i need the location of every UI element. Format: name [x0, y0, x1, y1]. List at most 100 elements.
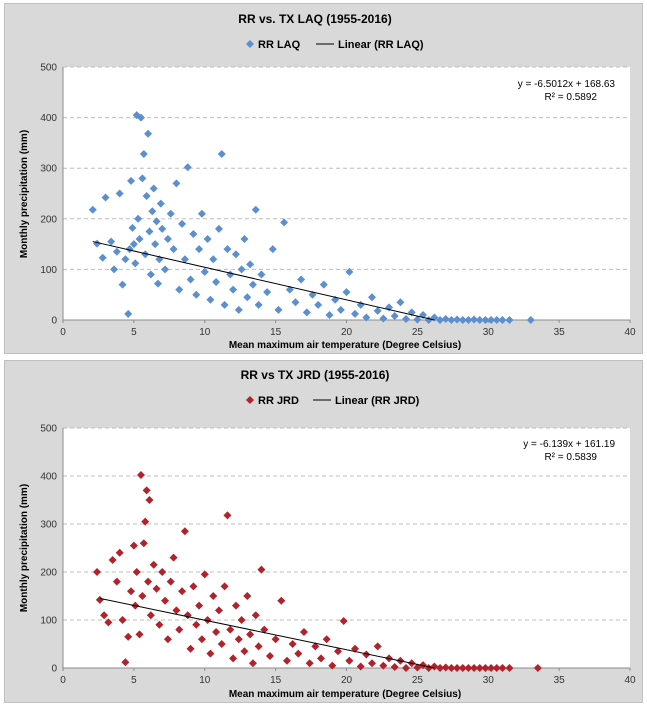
data-point: [234, 305, 243, 314]
r-squared: R² = 0.5892: [544, 92, 597, 103]
data-point: [104, 618, 113, 627]
data-point: [464, 316, 473, 324]
data-point: [209, 255, 218, 264]
legend-label-linear: Linear (RR JRD): [335, 395, 420, 407]
data-point: [158, 224, 167, 233]
data-point: [144, 129, 153, 138]
data-point: [251, 611, 260, 620]
y-tick-label: 300: [40, 164, 57, 175]
data-point: [175, 625, 184, 634]
data-point: [402, 664, 411, 672]
data-point: [127, 587, 136, 596]
data-point: [322, 635, 331, 644]
data-point: [263, 288, 272, 297]
data-point: [274, 305, 283, 314]
data-point: [152, 217, 161, 226]
data-point: [158, 568, 167, 576]
data-point: [206, 295, 215, 304]
data-point: [209, 592, 218, 600]
x-tick-label: 35: [554, 327, 566, 338]
y-axis-label: Monthly precipitation (mm): [19, 130, 30, 258]
data-point: [257, 270, 266, 279]
x-axis: 0 5 10 15 20 25 30 35 40: [60, 668, 636, 686]
data-point: [142, 486, 151, 495]
data-point: [172, 179, 181, 188]
data-point: [458, 664, 467, 672]
data-point: [110, 265, 119, 274]
data-point: [163, 635, 172, 644]
data-point: [470, 315, 479, 324]
data-point: [186, 275, 195, 284]
data-point: [217, 640, 226, 648]
data-point: [526, 316, 535, 324]
data-point: [156, 199, 165, 208]
data-point: [302, 308, 311, 317]
data-point: [180, 255, 189, 264]
x-tick-label: 5: [131, 327, 137, 338]
data-point: [277, 596, 286, 605]
data-point: [345, 267, 354, 276]
data-point: [475, 664, 484, 672]
y-axis-label: Monthly precipitation (mm): [19, 484, 30, 612]
data-point: [305, 659, 314, 668]
data-point: [243, 293, 252, 302]
data-point: [203, 235, 212, 244]
data-point: [161, 265, 170, 274]
data-point: [107, 237, 116, 246]
data-point: [362, 650, 371, 659]
data-point: [223, 245, 232, 254]
data-point: [248, 659, 257, 668]
data-point: [325, 310, 334, 319]
data-point: [138, 174, 147, 183]
chart-svg-laq: RR vs. TX LAQ (1955-2016) RR LAQ Linear …: [19, 12, 636, 351]
data-point: [192, 620, 201, 629]
data-point: [453, 664, 462, 672]
data-point: [246, 260, 255, 269]
legend-marker-rr-laq: [246, 40, 254, 48]
data-point: [148, 207, 157, 216]
data-point: [470, 664, 479, 672]
data-point: [121, 658, 130, 667]
data-point: [220, 300, 229, 309]
data-point: [98, 253, 107, 262]
data-point: [161, 596, 170, 605]
data-point: [166, 209, 175, 218]
data-point: [345, 656, 354, 665]
data-point: [257, 565, 266, 574]
x-tick-label: 20: [341, 675, 353, 686]
y-tick-label: 500: [40, 63, 57, 74]
data-point: [108, 556, 117, 564]
data-point: [118, 616, 127, 624]
data-point: [254, 642, 263, 651]
data-point: [178, 587, 187, 596]
y-tick-label: 200: [40, 214, 57, 225]
data-point: [373, 642, 382, 651]
data-point: [112, 247, 121, 256]
legend: RR JRD Linear (RR JRD): [246, 395, 420, 407]
y-tick-label: 0: [51, 316, 57, 327]
x-tick-label: 15: [270, 675, 282, 686]
data-point: [237, 616, 246, 624]
data-point: [368, 293, 377, 302]
data-point: [95, 595, 104, 604]
data-point: [265, 652, 274, 660]
data-point: [280, 218, 289, 227]
r-squared: R² = 0.5839: [544, 452, 597, 463]
data-point: [192, 290, 201, 299]
data-point: [195, 245, 204, 254]
data-point: [100, 611, 109, 620]
data-point: [115, 548, 124, 557]
data-point: [487, 664, 496, 672]
data-point: [351, 309, 360, 318]
legend: RR LAQ Linear (RR LAQ): [246, 39, 424, 51]
data-point: [231, 250, 240, 259]
x-tick-label: 15: [270, 327, 282, 338]
data-point: [481, 316, 490, 324]
x-tick-label: 10: [199, 675, 211, 686]
data-point: [183, 163, 192, 172]
data-point: [212, 278, 221, 287]
data-point: [136, 113, 145, 122]
data-point: [142, 192, 151, 201]
data-point: [413, 663, 422, 672]
data-point: [268, 245, 277, 254]
